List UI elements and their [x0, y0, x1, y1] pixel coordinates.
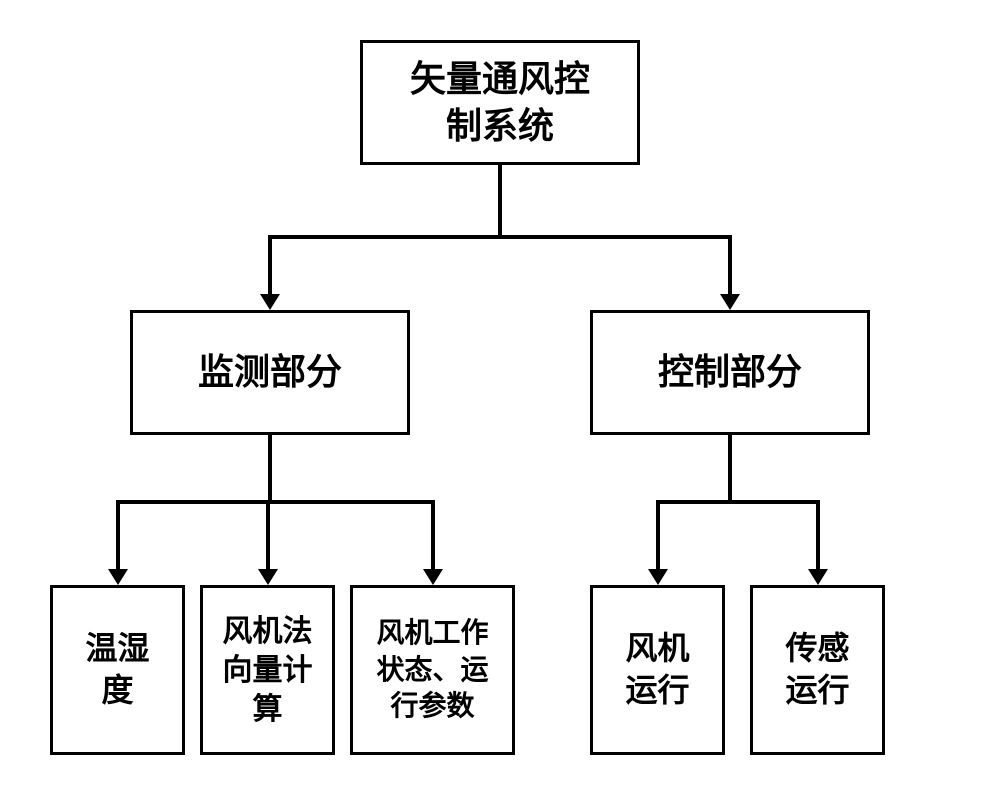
node-label: 矢量通风控 制系统	[410, 56, 590, 150]
arrowhead-icon	[648, 569, 668, 585]
arrowhead-icon	[720, 294, 740, 310]
node-label: 监测部分	[198, 349, 342, 396]
node-label: 传感 运行	[785, 628, 849, 711]
node-leaf1: 温湿 度	[50, 585, 185, 755]
edge-vertical	[728, 435, 732, 504]
edge-vertical	[431, 500, 435, 573]
node-label: 风机工作 状态、运 行参数	[376, 615, 488, 724]
edge-horizontal	[656, 500, 820, 504]
edge-vertical	[266, 500, 270, 573]
node-leaf2: 风机法 向量计 算	[200, 585, 335, 755]
edge-vertical	[116, 500, 120, 573]
node-monitor: 监测部分	[130, 310, 410, 435]
node-leaf5: 传感 运行	[750, 585, 885, 755]
edge-vertical	[268, 235, 272, 298]
arrowhead-icon	[258, 569, 278, 585]
edge-vertical	[816, 500, 820, 573]
arrowhead-icon	[808, 569, 828, 585]
node-label: 温湿 度	[85, 628, 149, 711]
edge-vertical	[656, 500, 660, 573]
arrowhead-icon	[108, 569, 128, 585]
edge-vertical	[498, 165, 502, 239]
arrowhead-icon	[423, 569, 443, 585]
node-label: 控制部分	[658, 349, 802, 396]
edge-horizontal	[268, 235, 732, 239]
node-root: 矢量通风控 制系统	[360, 40, 640, 165]
arrowhead-icon	[260, 294, 280, 310]
node-label: 风机法 向量计 算	[223, 612, 313, 729]
node-leaf4: 风机 运行	[590, 585, 725, 755]
edge-vertical	[728, 235, 732, 298]
edge-horizontal	[116, 500, 435, 504]
edge-vertical	[268, 435, 272, 504]
node-leaf3: 风机工作 状态、运 行参数	[350, 585, 515, 755]
node-control: 控制部分	[590, 310, 870, 435]
node-label: 风机 运行	[625, 628, 689, 711]
